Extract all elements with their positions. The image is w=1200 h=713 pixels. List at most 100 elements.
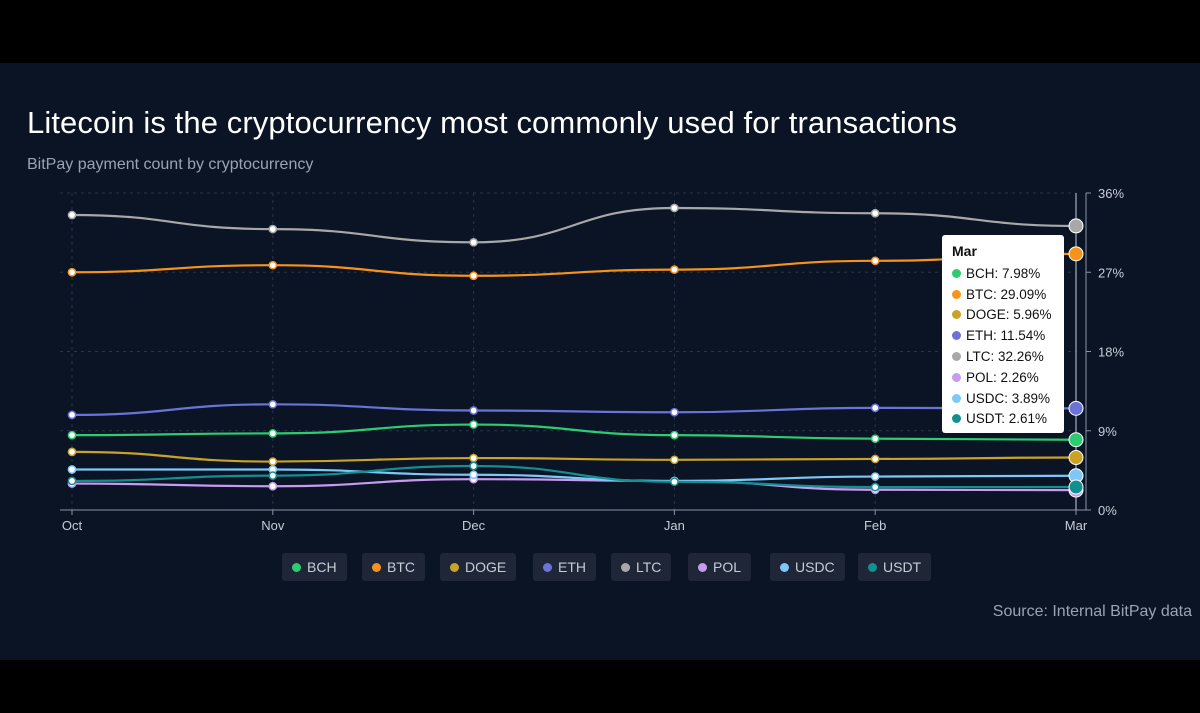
point-usdt: [670, 477, 679, 487]
point-usdt: [67, 476, 77, 486]
legend-dot-icon: [621, 562, 630, 572]
point-doge-hover: [1068, 450, 1084, 466]
point-ltc: [469, 237, 478, 247]
legend-item-bch[interactable]: BCH: [282, 553, 347, 581]
point-usdt: [870, 482, 880, 492]
y-tick-label: 36%: [1098, 186, 1124, 201]
tooltip-row: BTC: 29.09%: [952, 284, 1054, 305]
tooltip-row: POL: 2.26%: [952, 367, 1054, 388]
point-btc: [469, 271, 478, 281]
point-doge: [67, 447, 77, 457]
x-tick-label: Mar: [1065, 518, 1088, 533]
legend-item-eth[interactable]: ETH: [533, 553, 596, 581]
series-line-ltc: [71, 206, 1077, 244]
legend-label: BCH: [307, 559, 337, 575]
point-btc: [870, 256, 880, 266]
tooltip-row-label: USDC: 3.89%: [966, 390, 1051, 406]
y-tick-label: 0%: [1098, 503, 1117, 518]
point-eth-hover: [1068, 400, 1084, 416]
chart-card: Litecoin is the cryptocurrency most comm…: [0, 63, 1200, 660]
tooltip-title: Mar: [952, 243, 977, 259]
point-usdc: [469, 470, 478, 480]
point-btc: [670, 265, 679, 274]
grid: [60, 192, 1077, 510]
tooltip-dot-icon: [952, 289, 961, 299]
point-bch: [268, 429, 278, 438]
tooltip-dot-icon: [952, 310, 961, 320]
tooltip-dot-icon: [952, 352, 961, 362]
legend-label: ETH: [558, 559, 586, 575]
point-ltc-hover: [1068, 218, 1084, 234]
legend-item-ltc[interactable]: LTC: [611, 553, 672, 581]
point-ltc: [870, 208, 880, 218]
tooltip-row-label: ETH: 11.54%: [966, 328, 1046, 344]
x-tick-label: Jan: [664, 518, 685, 533]
series-line-pol: [71, 478, 1077, 492]
tooltip-dot-icon: [952, 414, 961, 424]
point-bch: [67, 430, 77, 440]
legend-label: BTC: [387, 559, 415, 575]
legend-dot-icon: [372, 562, 381, 572]
point-ltc: [670, 203, 679, 213]
legend-dot-icon: [780, 562, 789, 572]
point-bch: [469, 420, 478, 429]
hover-tooltip: Mar BCH: 7.98% BTC: 29.09% DOGE: 5.96% ETH:…: [942, 235, 1064, 433]
line-chart: 0% 9% 18% 27% 36% Oct Nov Dec Jan Feb Mar: [60, 186, 1124, 533]
tooltip-row: LTC: 32.26%: [952, 346, 1054, 367]
point-bch: [670, 430, 679, 440]
legend-dot-icon: [698, 562, 707, 572]
point-usdt-hover: [1068, 479, 1084, 495]
x-tick-label: Dec: [462, 518, 486, 533]
point-btc-hover: [1068, 246, 1084, 262]
tooltip-row: USDC: 3.89%: [952, 388, 1054, 409]
legend-dot-icon: [868, 562, 877, 572]
tooltip-dot-icon: [952, 372, 961, 382]
series-lines: [71, 206, 1077, 492]
tooltip-row-label: BCH: 7.98%: [966, 265, 1041, 281]
legend-item-btc[interactable]: BTC: [362, 553, 425, 581]
tooltip-dot-icon: [952, 393, 961, 403]
point-usdt: [469, 461, 478, 471]
tooltip-row: DOGE: 5.96%: [952, 305, 1054, 326]
point-doge: [870, 454, 880, 464]
point-eth: [268, 399, 278, 409]
legend-dot-icon: [292, 562, 301, 572]
series-line-doge: [71, 450, 1077, 463]
source-note: Source: Internal BitPay data: [992, 603, 1192, 620]
chart-title: Litecoin is the cryptocurrency most comm…: [27, 105, 958, 140]
point-eth: [670, 407, 679, 417]
tooltip-row-label: LTC: 32.26%: [966, 349, 1044, 365]
legend-item-usdc[interactable]: USDC: [770, 553, 845, 581]
point-eth: [870, 403, 880, 413]
legend-item-pol[interactable]: POL: [688, 553, 752, 581]
point-eth: [67, 410, 77, 420]
legend-dot-icon: [450, 562, 459, 572]
tooltip-rows: BCH: 7.98% BTC: 29.09% DOGE: 5.96% ETH: 11.…: [952, 263, 1054, 429]
series-points: [67, 203, 1084, 498]
series-line-btc: [71, 252, 1077, 277]
point-bch-hover: [1068, 432, 1084, 448]
legend-item-usdt[interactable]: USDT: [858, 553, 932, 581]
tooltip-row: BCH: 7.98%: [952, 263, 1054, 284]
legend-item-doge[interactable]: DOGE: [440, 553, 517, 581]
legend-label: POL: [713, 559, 742, 575]
tooltip-row-label: USDT: 2.61%: [966, 411, 1048, 427]
legend-label: USDT: [883, 559, 922, 575]
tooltip-dot-icon: [952, 331, 961, 341]
series-line-eth: [71, 403, 1077, 416]
tooltip-row-label: DOGE: 5.96%: [966, 307, 1052, 323]
point-doge: [268, 457, 278, 466]
point-doge: [670, 455, 679, 465]
legend-label: USDC: [795, 559, 835, 575]
point-btc: [268, 260, 278, 270]
x-tick-label: Oct: [62, 518, 83, 533]
point-ltc: [268, 224, 278, 234]
tooltip-row-label: POL: 2.26%: [966, 369, 1039, 385]
axes: 0% 9% 18% 27% 36% Oct Nov Dec Jan Feb Mar: [60, 186, 1124, 533]
y-tick-label: 9%: [1098, 424, 1117, 439]
point-usdc: [67, 465, 77, 474]
chart-subtitle: BitPay payment count by cryptocurrency: [27, 156, 314, 173]
tooltip-dot-icon: [952, 268, 961, 278]
y-tick-label: 18%: [1098, 345, 1124, 360]
y-tick-label: 27%: [1098, 265, 1124, 280]
